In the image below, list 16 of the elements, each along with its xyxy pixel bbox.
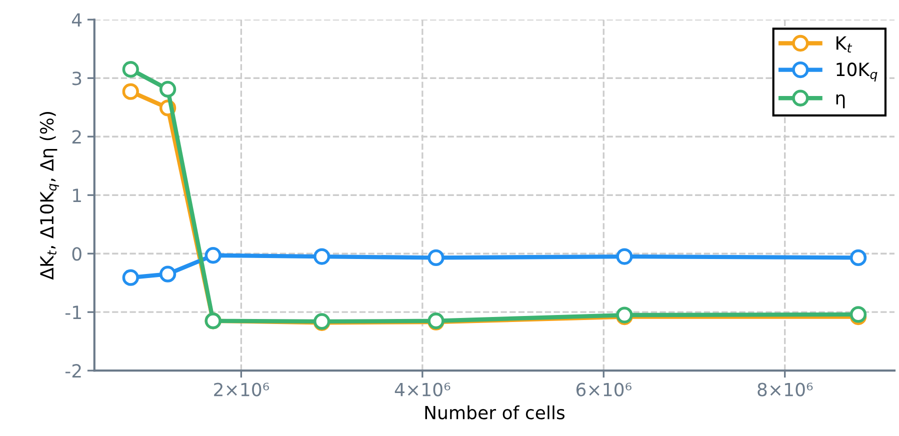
legend-label: 10K$_{q}$ bbox=[836, 62, 878, 82]
x-tick-label: 4×10⁶ bbox=[394, 382, 450, 396]
y-tick-label: 2 bbox=[72, 130, 81, 144]
y-tick-label: -2 bbox=[65, 364, 81, 378]
x-axis-title: Number of cells bbox=[425, 405, 565, 420]
legend-label: K$_{t}$ bbox=[836, 36, 852, 53]
x-tick-label: 2×10⁶ bbox=[214, 382, 270, 396]
y-tick-label: 0 bbox=[72, 247, 82, 261]
y-tick-label: 1 bbox=[73, 188, 81, 202]
y-tick-label: -1 bbox=[65, 306, 81, 319]
legend-label: η bbox=[836, 94, 845, 108]
x-tick-label: 6×10⁶ bbox=[576, 382, 632, 396]
y-tick-label: 3 bbox=[72, 72, 82, 86]
x-tick-label: 8×10⁶ bbox=[758, 382, 813, 396]
y-tick-label: 4 bbox=[72, 13, 82, 26]
y-axis-title: ΔK$_{t}$, Δ10K$_{q}$, Δη (%) bbox=[40, 112, 59, 280]
